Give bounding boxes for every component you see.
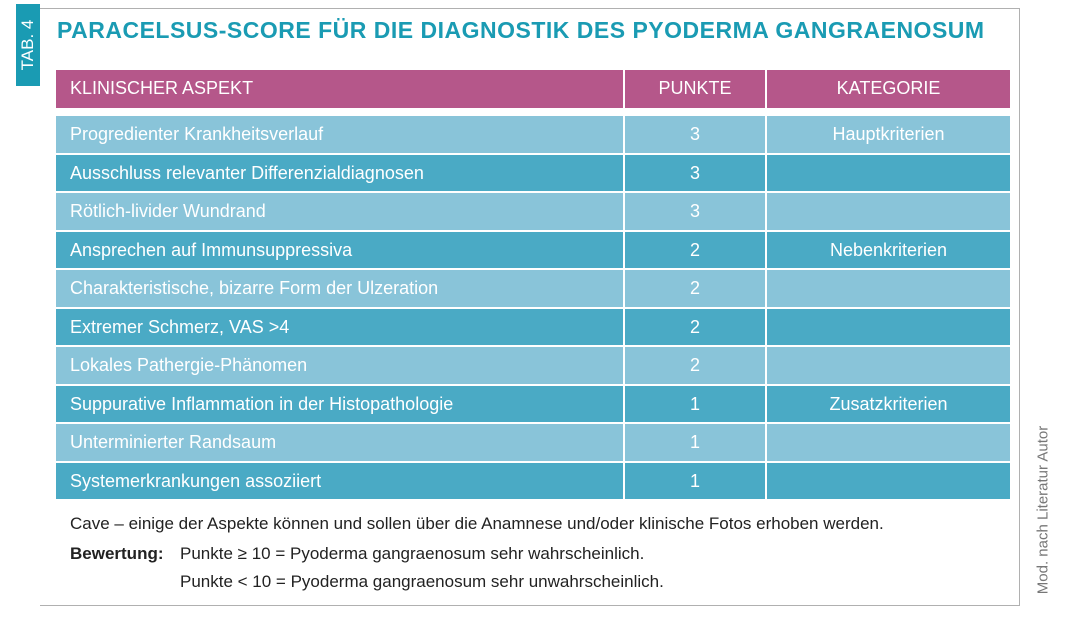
points-cell: 1 [625,385,765,422]
table-row: Extremer Schmerz, VAS >4 2 [56,308,1010,345]
category-cell [767,193,1010,230]
category-cell: Zusatzkriterien [767,385,1010,422]
table-row: Ausschluss relevanter Differenzialdiagno… [56,154,1010,191]
tab-label-box: TAB. 4 [16,4,40,86]
header-row: KLINISCHER ASPEKT PUNKTE KATEGORIE [56,70,1010,108]
aspect-cell: Unterminierter Randsaum [56,424,623,461]
rating-line: Punkte < 10 = Pyoderma gangraenosum sehr… [180,572,664,591]
table-row: Systemerkrankungen assoziiert 1 [56,462,1010,499]
points-cell: 3 [625,116,765,153]
category-cell [767,462,1010,499]
table-row: Suppurative Inflammation in der Histopat… [56,385,1010,422]
category-cell: Nebenkriterien [767,231,1010,268]
note: Cave – einige der Aspekte können und sol… [70,514,884,533]
rating-line: Punkte ≥ 10 = Pyoderma gangraenosum sehr… [180,544,645,563]
points-cell: 3 [625,154,765,191]
header-cell: PUNKTE [625,70,765,108]
header-cell: KATEGORIE [767,70,1010,108]
aspect-cell: Lokales Pathergie-Phänomen [56,347,623,384]
points-cell: 2 [625,231,765,268]
table-row: Charakteristische, bizarre Form der Ulze… [56,270,1010,307]
rating-label: Bewertung: [70,544,164,563]
aspect-cell: Progredienter Krankheitsverlauf [56,116,623,153]
category-cell [767,347,1010,384]
table-row: Lokales Pathergie-Phänomen 2 [56,347,1010,384]
points-cell: 2 [625,347,765,384]
table-row: Ansprechen auf Immunsuppressiva 2 Nebenkri… [56,231,1010,268]
category-cell [767,270,1010,307]
category-cell: Hauptkriterien [767,116,1010,153]
aspect-cell: Extremer Schmerz, VAS >4 [56,308,623,345]
category-cell [767,424,1010,461]
aspect-cell: Rötlich-livider Wundrand [56,193,623,230]
tab-label: TAB. 4 [18,19,37,71]
category-cell [767,154,1010,191]
source: Mod. nach Literatur Autor [1034,425,1052,595]
aspect-cell: Suppurative Inflammation in der Histopat… [56,385,623,422]
table-row: Unterminierter Randsaum 1 [56,424,1010,461]
aspect-cell: Charakteristische, bizarre Form der Ulze… [56,270,623,307]
table-row: Rötlich-livider Wundrand 3 [56,193,1010,230]
points-cell: 2 [625,270,765,307]
table: KLINISCHER ASPEKT PUNKTE KATEGORIE Progr… [56,70,1010,501]
header-cell: KLINISCHER ASPEKT [56,70,623,108]
points-cell: 1 [625,424,765,461]
frame [40,8,1020,606]
points-cell: 2 [625,308,765,345]
points-cell: 3 [625,193,765,230]
table-row: Progredienter Krankheitsverlauf 3 Hauptkri… [56,116,1010,153]
points-cell: 1 [625,462,765,499]
aspect-cell: Ausschluss relevanter Differenzialdiagno… [56,154,623,191]
aspect-cell: Ansprechen auf Immunsuppressiva [56,231,623,268]
title: PARACELSUS-SCORE FÜR DIE DIAGNOSTIK DES … [57,17,985,43]
aspect-cell: Systemerkrankungen assoziiert [56,462,623,499]
category-cell [767,308,1010,345]
